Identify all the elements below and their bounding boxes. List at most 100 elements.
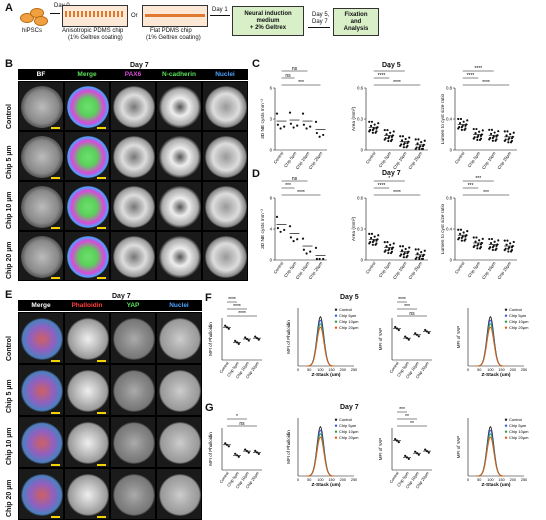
y-tick-label: 0.3 bbox=[357, 227, 363, 232]
scale-bar bbox=[51, 227, 60, 229]
x-axis-label: Z-Stack (um) bbox=[481, 482, 510, 488]
data-point bbox=[416, 142, 419, 145]
data-point bbox=[314, 246, 318, 250]
microscopy-tile bbox=[202, 81, 248, 131]
legend-marker bbox=[504, 314, 508, 317]
x-tick-label: 250 bbox=[351, 368, 357, 372]
data-point bbox=[495, 135, 498, 138]
significance-label: ns bbox=[285, 73, 291, 79]
scale-bar bbox=[97, 227, 106, 229]
legend-label: Chip 20µm bbox=[509, 435, 529, 440]
y-tick-label: 0 bbox=[270, 148, 273, 153]
x-tick-label: 50 bbox=[477, 478, 481, 482]
day1-label: Day 1 bbox=[212, 7, 228, 13]
data-point bbox=[368, 232, 371, 235]
data-point bbox=[371, 128, 374, 132]
x-tick-label: 100 bbox=[487, 368, 493, 372]
data-point bbox=[505, 243, 508, 246]
x-tick-label: 0 bbox=[467, 478, 469, 482]
y-tick-label: 4 bbox=[270, 227, 273, 232]
data-point bbox=[279, 127, 282, 130]
y-tick-label: 0 bbox=[450, 148, 453, 153]
cyst-image bbox=[21, 86, 63, 128]
microscopy-tile bbox=[64, 468, 110, 520]
data-point bbox=[418, 146, 421, 149]
cyst-image bbox=[21, 422, 63, 464]
significance-label: *** bbox=[483, 190, 489, 196]
panel-g-title: Day 7 bbox=[340, 404, 359, 411]
channel-header: Phalloidin bbox=[64, 300, 110, 311]
microscopy-tile bbox=[202, 131, 248, 181]
data-point bbox=[506, 239, 509, 242]
data-point bbox=[392, 242, 395, 245]
data-point bbox=[224, 324, 227, 327]
data-point bbox=[420, 257, 424, 261]
x-tick-label: 0 bbox=[467, 368, 469, 372]
data-point bbox=[389, 131, 392, 134]
y-tick-label: 0.6 bbox=[357, 196, 363, 201]
x-tick-label: Chip 5µm bbox=[378, 150, 393, 168]
medium-line3: + 2% Geltrex bbox=[249, 24, 287, 31]
microscopy-tile bbox=[156, 416, 202, 468]
data-point bbox=[247, 339, 250, 342]
panel-f-title: Day 5 bbox=[340, 294, 359, 301]
data-point bbox=[389, 243, 392, 246]
cyst-image bbox=[67, 86, 109, 128]
data-point bbox=[399, 135, 402, 138]
cyst-image bbox=[67, 186, 109, 228]
cyst-image bbox=[113, 474, 155, 516]
legend-marker bbox=[504, 320, 508, 323]
significance-label: *** bbox=[475, 176, 481, 182]
x-tick-label: 200 bbox=[510, 478, 516, 482]
data-point bbox=[507, 250, 510, 253]
legend-marker bbox=[504, 418, 508, 421]
significance-label: * bbox=[388, 66, 390, 72]
data-point bbox=[488, 138, 491, 141]
data-point bbox=[373, 235, 376, 238]
data-point bbox=[404, 454, 407, 457]
microscopy-tile bbox=[156, 231, 202, 281]
y-tick-label: 0 bbox=[450, 258, 453, 263]
data-point bbox=[389, 139, 393, 143]
data-point bbox=[414, 248, 417, 251]
chip1-label: Anisotropic PDMS chip bbox=[62, 28, 124, 34]
panel-label-c: C bbox=[252, 58, 260, 70]
data-point bbox=[427, 451, 430, 454]
data-point bbox=[509, 250, 513, 253]
x-tick-label: 250 bbox=[521, 368, 527, 372]
data-point bbox=[459, 228, 463, 231]
y-axis-label: MFI of Phalloidin bbox=[208, 432, 213, 466]
scale-bar bbox=[97, 277, 106, 279]
cyst-image bbox=[67, 474, 109, 516]
data-point bbox=[462, 231, 465, 234]
data-point bbox=[405, 146, 408, 149]
cyst-image bbox=[21, 136, 63, 178]
data-point bbox=[383, 250, 386, 253]
data-point bbox=[420, 141, 423, 144]
y-axis-label: MFI of YAP bbox=[456, 326, 461, 349]
data-point bbox=[414, 450, 417, 453]
cyst-image bbox=[113, 186, 155, 228]
data-point bbox=[385, 245, 388, 248]
dot-plot: Area (mm²) Control Chip 5µm Chip 10µm Chip 2… bbox=[351, 66, 428, 170]
x-tick-label: Chip 5µm bbox=[378, 260, 393, 278]
y-tick-label: 0.3 bbox=[357, 117, 363, 122]
x-tick-label: Control bbox=[218, 361, 230, 375]
data-point bbox=[458, 121, 462, 125]
y-axis-label: Lumen to cyst size ratio bbox=[440, 93, 446, 144]
data-point bbox=[488, 237, 491, 241]
legend-label: Chip 10µm bbox=[339, 429, 359, 434]
x-tick-label: Chip 5µm bbox=[467, 150, 482, 168]
data-point bbox=[476, 244, 479, 247]
data-point bbox=[387, 249, 390, 252]
data-point bbox=[275, 215, 279, 219]
data-point bbox=[414, 257, 417, 261]
data-point bbox=[488, 247, 491, 250]
data-point bbox=[458, 232, 462, 235]
microscopy-tile bbox=[18, 131, 64, 181]
x-tick-label: Control bbox=[218, 471, 230, 485]
significance-label: **** bbox=[228, 297, 236, 303]
data-point bbox=[383, 138, 386, 141]
microscopy-tile bbox=[64, 181, 110, 231]
